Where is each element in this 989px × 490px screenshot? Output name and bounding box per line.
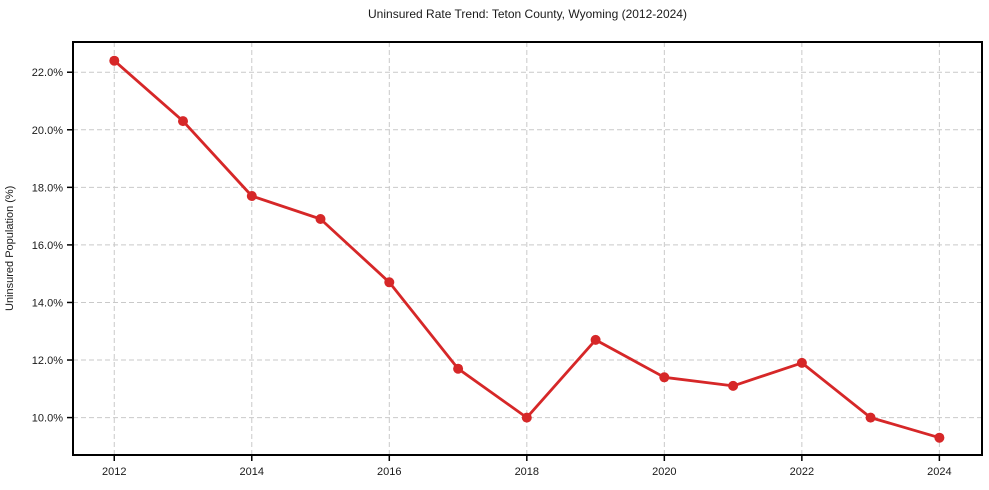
y-axis-tick-label: 22.0% xyxy=(32,67,63,79)
x-axis-tick-label: 2016 xyxy=(377,466,401,478)
y-axis-tick-label: 12.0% xyxy=(32,355,63,367)
y-axis-tick-label: 20.0% xyxy=(32,125,63,137)
data-point xyxy=(521,412,532,423)
data-point xyxy=(109,55,120,66)
data-point xyxy=(315,214,326,224)
x-axis-tick-label: 2022 xyxy=(790,466,814,478)
x-axis-tick-label: 2018 xyxy=(515,466,539,478)
y-axis-tick-label: 10.0% xyxy=(32,413,63,425)
x-axis-tick-label: 2012 xyxy=(102,466,126,478)
data-point xyxy=(246,191,257,201)
x-axis-tick-label: 2020 xyxy=(652,466,676,478)
data-point xyxy=(865,412,876,423)
y-axis-tick-label: 16.0% xyxy=(32,240,63,252)
data-point xyxy=(728,380,739,391)
plot-border xyxy=(72,41,983,456)
y-axis-tick-label: 14.0% xyxy=(32,297,63,309)
x-axis-tick-label: 2014 xyxy=(240,466,264,478)
data-point xyxy=(384,277,395,288)
data-point xyxy=(796,357,807,368)
data-point xyxy=(590,334,601,345)
chart-title: Uninsured Rate Trend: Teton County, Wyom… xyxy=(368,7,687,21)
y-axis-tick-label: 18.0% xyxy=(32,182,63,194)
data-point xyxy=(178,116,188,127)
data-point xyxy=(453,363,464,374)
x-axis-tick-label: 2024 xyxy=(927,466,951,478)
data-point xyxy=(659,372,670,383)
data-point xyxy=(934,432,945,443)
